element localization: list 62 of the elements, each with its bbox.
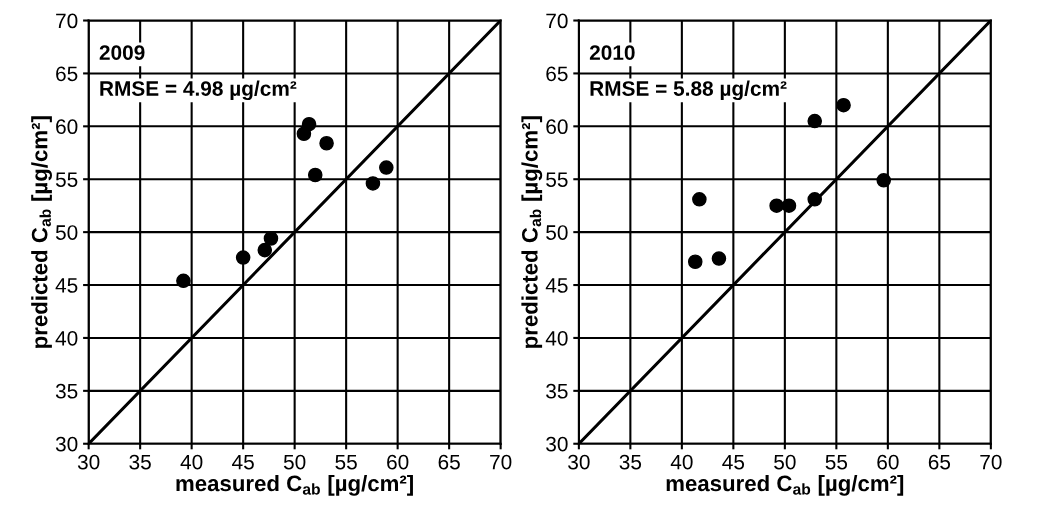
y-tick-label: 45 xyxy=(55,278,78,293)
point xyxy=(692,192,707,207)
x-axis-title: measured C$_{ab}$ [µg/cm²] xyxy=(666,474,904,496)
y-tick-label: 55 xyxy=(546,172,568,187)
x-tick-label: 65 xyxy=(438,454,460,470)
x-tick-label: 60 xyxy=(877,454,899,470)
x-tick-label: 35 xyxy=(129,454,151,470)
x-tick-label: 50 xyxy=(774,454,796,470)
x-tick-label: 45 xyxy=(722,454,745,470)
point xyxy=(365,176,381,191)
y-tick-label: 40 xyxy=(545,330,568,346)
point xyxy=(263,231,279,246)
point xyxy=(781,198,797,213)
point xyxy=(301,116,317,132)
point xyxy=(807,113,823,129)
y-tick-label: 60 xyxy=(56,119,78,135)
point xyxy=(876,173,892,188)
point xyxy=(379,160,394,175)
annotation: RMSE = 5.88 µg/cm² xyxy=(590,80,787,101)
x-tick-label: 60 xyxy=(387,454,409,470)
y-tick-label: 65 xyxy=(546,66,568,82)
y-axis-title: predicted C$_{ab}$ [µg/cm²] xyxy=(31,116,52,348)
x-tick-label: 45 xyxy=(232,454,254,470)
x-tick-label: 30 xyxy=(568,454,590,470)
x-tick-label: 35 xyxy=(619,454,642,470)
x-tick-label: 70 xyxy=(980,454,1002,470)
y-tick-label: 30 xyxy=(546,436,568,452)
point xyxy=(319,135,334,151)
x-tick-label: 55 xyxy=(825,454,848,470)
y-tick-label: 45 xyxy=(545,278,568,293)
y-tick-label: 70 xyxy=(546,13,568,29)
x-axis-title: measured C$_{ab}$ [µg/cm²] xyxy=(176,474,413,496)
x-tick-label: 65 xyxy=(928,454,951,470)
point xyxy=(687,254,703,270)
point xyxy=(257,242,273,258)
x-tick-label: 55 xyxy=(335,454,357,470)
y-tick-label: 70 xyxy=(56,13,78,29)
y-tick-label: 50 xyxy=(546,225,568,240)
y-tick-label: 35 xyxy=(546,383,568,399)
x-tick-label: 40 xyxy=(670,454,693,470)
point xyxy=(836,97,851,113)
y-tick-label: 55 xyxy=(55,172,78,187)
point xyxy=(807,192,823,207)
x-tick-label: 30 xyxy=(77,454,100,470)
y-axis-title: predicted C$_{ab}$ [µg/cm²] xyxy=(521,116,543,348)
point xyxy=(769,198,784,213)
point xyxy=(176,273,191,289)
y-tick-label: 50 xyxy=(55,225,78,240)
y-tick-label: 40 xyxy=(55,330,78,346)
y-tick-label: 30 xyxy=(55,436,78,452)
annotation: 2010 xyxy=(589,45,635,60)
y-tick-label: 60 xyxy=(546,119,568,135)
annotation: RMSE = 4.98 µg/cm² xyxy=(100,80,297,101)
point xyxy=(235,250,251,265)
x-tick-label: 50 xyxy=(283,454,306,470)
y-tick-label: 35 xyxy=(55,383,78,399)
point xyxy=(711,251,727,266)
x-tick-label: 40 xyxy=(180,454,203,470)
x-tick-label: 70 xyxy=(490,454,512,470)
y-tick-label: 65 xyxy=(56,66,78,82)
point xyxy=(307,167,323,183)
annotation: 2009 xyxy=(99,45,145,60)
